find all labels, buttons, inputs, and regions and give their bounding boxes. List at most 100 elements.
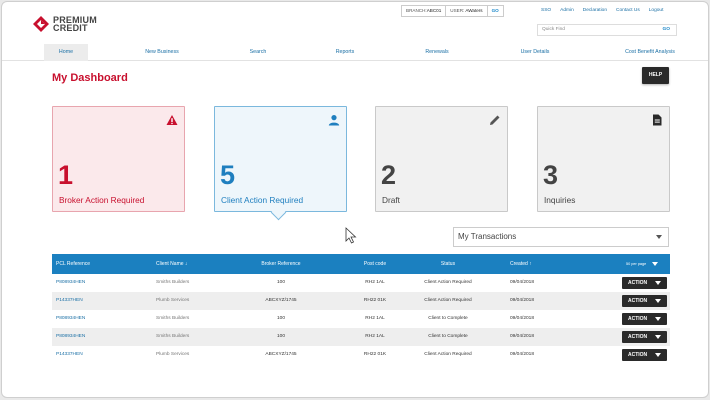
chevron-down-icon [655,317,661,321]
branch-field[interactable]: BRANCH:ABC01 [402,6,447,16]
cell-status: Client to Complete [428,316,468,321]
quick-find-go-button[interactable]: GO [662,27,670,32]
card-broker-action-required[interactable]: 1 Broker Action Required [52,106,185,212]
transactions-table: PCL Reference Client Name ↓ Broker Refer… [52,254,670,364]
mouse-cursor-icon [345,227,357,244]
nav-home[interactable]: Home [44,44,88,61]
cell-post-code: RH2 1AL [365,280,385,285]
link-admin[interactable]: Admin [560,8,574,13]
header-client-name[interactable]: Client Name ↓ [156,261,188,267]
cell-broker-reference: ABCXYZ/1745 [265,352,297,357]
nav-user-details[interactable]: User Details [520,49,550,55]
transactions-filter-value: My Transactions [458,232,517,241]
cell-pcl-reference[interactable]: P808934HEN [56,334,86,339]
card-count: 2 [381,160,397,190]
per-page-selector[interactable]: 50 per page [626,262,647,266]
table-row[interactable]: P808934HEN Smiths Builders 100 RH2 1AL C… [52,328,670,346]
cell-created: 09/04/2018 [510,352,535,357]
user-field[interactable]: USER: AWaters [446,6,488,16]
logo-text: PREMIUM CREDIT [53,16,97,33]
card-client-action-required[interactable]: 5 Client Action Required [214,106,347,212]
link-sso[interactable]: SSO [541,8,552,13]
cell-status: Client Action Required [424,352,472,357]
cell-status: Client to Complete [428,334,468,339]
cell-status: Client Action Required [424,280,472,285]
logo-mark-icon [32,15,50,33]
link-contact-us[interactable]: Contact Us [616,8,640,13]
cell-broker-reference: 100 [276,334,286,339]
action-button[interactable]: ACTION [622,295,667,307]
link-declaration[interactable]: Declaration [582,8,608,13]
document-icon [651,113,663,126]
table-row[interactable]: P808934HEN Smiths Builders 100 RH2 1AL C… [52,274,670,292]
cell-created: 09/04/2018 [510,280,535,285]
nav-search[interactable]: Search [249,49,267,55]
cell-client-name: Plumb Services [156,298,190,303]
main-nav: Home New Business Search Reports Renewal… [2,44,708,61]
sort-down-arrow-icon: ↓ [184,261,188,267]
cell-broker-reference: ABCXYZ/1745 [265,298,297,303]
person-icon [328,113,340,126]
card-label: Client Action Required [221,195,304,205]
nav-cost-benefit-analysis[interactable]: Cost Benefit Analysis [625,49,675,55]
table-row[interactable]: P14337HEN Plumb Services ABCXYZ/1745 RH2… [52,346,670,364]
cell-client-name: Smiths Builders [156,316,190,321]
card-count: 5 [220,160,236,190]
header-post-code[interactable]: Post code [363,261,387,267]
nav-renewals[interactable]: Renewals [425,49,449,55]
cell-pcl-reference[interactable]: P14337HEN [56,352,83,357]
cell-created: 09/04/2018 [510,316,535,321]
card-label: Broker Action Required [59,195,145,205]
cell-pcl-reference[interactable]: P14337HEN [56,298,83,303]
cell-client-name: Smiths Builders [156,280,190,285]
cell-post-code: RH22 01K [363,352,387,357]
card-count: 3 [543,160,559,190]
cell-pcl-reference[interactable]: P808934HEN [56,316,86,321]
card-label: Draft [382,195,400,205]
card-inquiries[interactable]: 3 Inquiries [537,106,670,212]
logo-line-2: CREDIT [53,23,88,33]
action-button[interactable]: ACTION [622,277,667,289]
cell-status: Client Action Required [424,298,472,303]
action-button[interactable]: ACTION [622,331,667,343]
cell-broker-reference: 100 [276,316,286,321]
premium-credit-logo[interactable]: PREMIUM CREDIT [32,15,97,33]
chevron-down-icon [656,235,662,239]
link-logout[interactable]: Logout [648,8,664,13]
nav-reports[interactable]: Reports [335,49,355,55]
cell-post-code: RH2 1AL [365,316,385,321]
card-draft[interactable]: 2 Draft [375,106,508,212]
card-count: 1 [58,160,74,190]
header-pcl-reference[interactable]: PCL Reference [56,261,90,267]
chevron-down-icon [655,353,661,357]
header-status[interactable]: Status [440,261,456,267]
cell-post-code: RH22 01K [363,298,387,303]
cell-created: 09/04/2018 [510,298,535,303]
sort-up-arrow-icon: ↑ [529,261,532,267]
cell-broker-reference: 100 [276,280,286,285]
table-row[interactable]: P808934HEN Smiths Builders 100 RH2 1AL C… [52,310,670,328]
branch-go-button[interactable]: GO [491,8,499,13]
header-created[interactable]: Created ↑ [510,261,532,267]
quick-find-input[interactable]: Quick Find GO [537,24,677,36]
header-broker-reference[interactable]: Broker Reference [261,261,301,267]
nav-new-business[interactable]: New Business [145,49,179,55]
table-header: PCL Reference Client Name ↓ Broker Refer… [52,254,670,274]
warning-icon [166,113,178,125]
action-button[interactable]: ACTION [622,349,667,361]
top-links: SSO Admin Declaration Contact Us Logout [541,8,663,13]
table-row[interactable]: P14337HEN Plumb Services ABCXYZ/1745 RH2… [52,292,670,310]
cell-post-code: RH2 1AL [365,334,385,339]
chevron-down-icon [655,299,661,303]
chevron-down-icon [655,335,661,339]
cell-client-name: Smiths Builders [156,334,190,339]
cell-client-name: Plumb Services [156,352,190,357]
transactions-filter-select[interactable]: My Transactions [453,227,669,247]
action-button[interactable]: ACTION [622,313,667,325]
cell-pcl-reference[interactable]: P808934HEN [56,280,86,285]
chevron-down-icon [652,262,658,266]
card-label: Inquiries [544,195,576,205]
cell-created: 09/04/2018 [510,334,535,339]
help-button[interactable]: HELP [642,67,669,84]
